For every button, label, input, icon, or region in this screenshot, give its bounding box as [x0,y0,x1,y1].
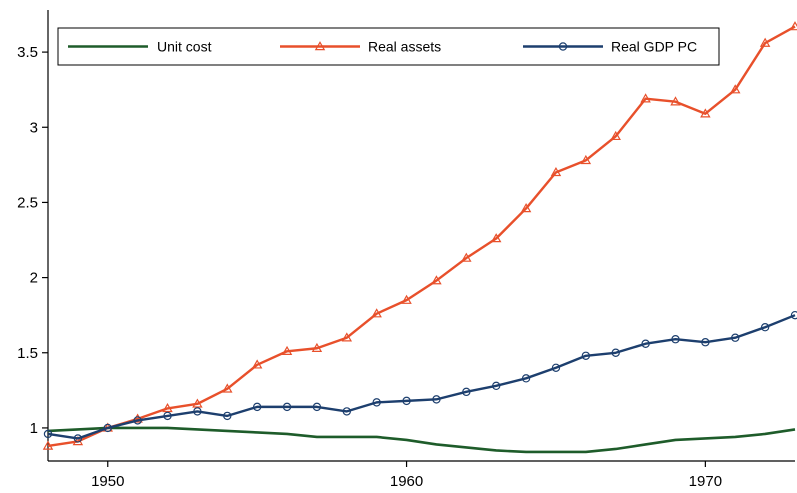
data-point-real-gdp-pc [223,411,232,421]
data-point-real-assets [520,203,532,213]
x-tick-label: 1970 [689,473,722,490]
x-tick-label: 1950 [91,473,124,490]
series-line-unit-cost [47,426,796,454]
legend-entry-real-assets: Real assets [280,39,441,55]
data-point-real-assets [162,402,173,413]
data-point-real-gdp-pc [402,396,411,406]
data-point-real-gdp-pc [133,416,142,425]
data-point-real-assets [610,130,621,141]
legend-entry-real-gdp-pc: Real GDP PC [523,39,697,55]
x-tick-label: 1960 [390,473,423,490]
data-point-real-gdp-pc [103,423,112,433]
legend-label: Real assets [368,39,441,55]
data-point-real-assets [550,166,562,177]
data-point-real-assets [490,233,502,243]
legend-box [57,27,720,66]
data-point-real-gdp-pc [432,395,441,404]
data-point-real-gdp-pc [551,363,561,372]
data-point-real-assets [431,275,442,285]
y-tick-label: 2.5 [17,194,38,211]
legend-marker [314,41,326,51]
legend-entry-unit-cost: Unit cost [68,39,212,55]
data-point-real-gdp-pc [492,381,501,391]
data-point-real-gdp-pc [641,339,650,348]
y-tick-label: 1.5 [17,345,38,362]
data-point-real-gdp-pc [521,374,531,383]
data-point-real-assets [251,359,263,369]
y-tick-label: 2 [30,270,38,287]
series-line-real-gdp-pc [47,314,796,440]
data-point-real-assets [42,440,54,450]
data-point-real-assets [580,154,592,165]
data-point-real-gdp-pc [671,335,680,344]
data-point-real-assets [341,332,353,342]
data-point-real-gdp-pc [731,333,740,342]
x-axis-ticks: 1950 1960 1970 [91,461,722,490]
y-axis-ticks: 1 1.5 2 2.5 3 3.5 [17,44,48,437]
y-tick-label: 1 [30,420,38,437]
data-point-real-gdp-pc [701,338,710,347]
data-point-real-gdp-pc [611,348,620,357]
data-point-real-assets [640,93,651,103]
data-point-real-gdp-pc [193,407,202,416]
data-point-real-assets [192,398,203,408]
data-point-real-gdp-pc [312,402,322,412]
data-point-real-gdp-pc [760,323,770,332]
series-layer [42,21,797,454]
data-point-real-gdp-pc [790,310,797,320]
axes: 1 1.5 2 2.5 3 3.5 1950 1960 1970 [17,10,795,490]
y-tick-label: 3.5 [17,44,38,61]
data-point-real-gdp-pc [282,402,292,412]
data-point-real-assets [461,252,472,262]
data-point-real-assets [311,342,323,352]
series-unit-cost [47,426,796,454]
series-real-gdp-pc [43,310,797,443]
data-point-real-gdp-pc [581,351,591,360]
data-point-real-gdp-pc [73,434,83,443]
data-point-real-assets [371,308,382,318]
data-point-real-gdp-pc [462,387,471,397]
data-point-real-gdp-pc [372,398,381,407]
data-point-real-gdp-pc [342,407,351,416]
data-point-real-assets [730,84,741,94]
data-point-real-assets [670,96,681,106]
data-point-real-assets [789,21,797,31]
data-point-real-assets [281,345,293,356]
data-point-real-assets [222,383,233,393]
series-real-assets [42,21,797,450]
data-point-real-assets [759,37,771,47]
data-point-real-gdp-pc [43,429,53,439]
data-point-real-gdp-pc [252,402,262,412]
legend-label: Unit cost [157,39,212,55]
legend: Unit cost Real assets Real GDP PC [57,27,720,66]
series-line-real-assets [47,25,796,448]
data-point-real-assets [132,413,143,423]
data-point-real-gdp-pc [163,411,172,421]
legend-label: Real GDP PC [611,39,697,55]
y-tick-label: 3 [30,119,38,136]
data-point-real-assets [401,294,412,304]
legend-marker [558,42,568,51]
data-point-real-assets [700,108,711,118]
